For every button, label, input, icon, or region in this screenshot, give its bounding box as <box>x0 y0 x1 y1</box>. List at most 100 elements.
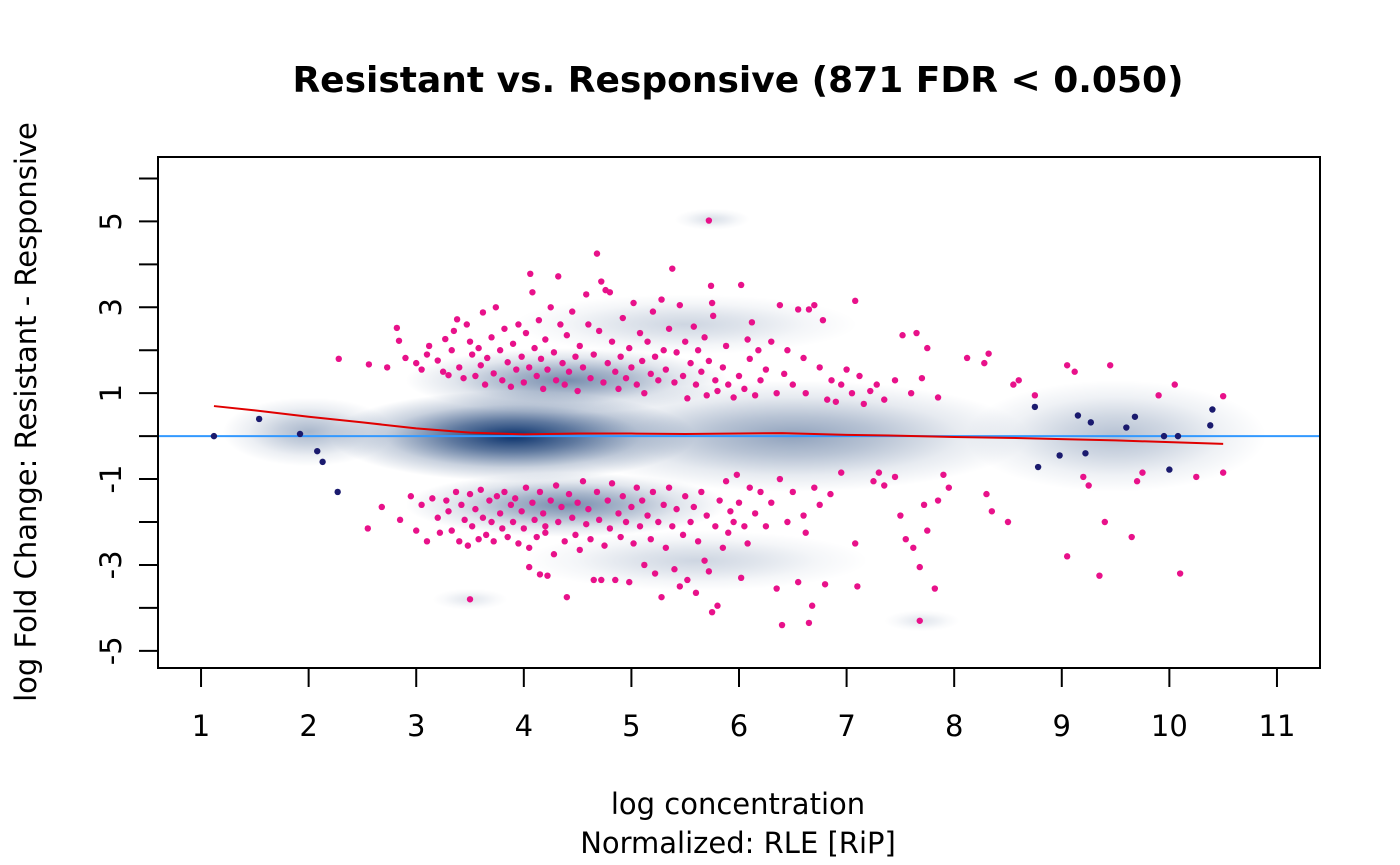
significant-point <box>730 394 737 401</box>
nonsignificant-point <box>314 447 321 455</box>
density-cloud <box>222 208 1267 632</box>
significant-point <box>934 497 942 504</box>
significant-point <box>452 488 460 496</box>
x-axis: 1 2 3 4 5 6 7 8 9 10 11 <box>192 667 1295 743</box>
significant-point <box>445 371 452 379</box>
significant-point <box>479 309 487 316</box>
significant-point <box>641 389 648 397</box>
significant-point <box>735 499 743 506</box>
significant-point <box>819 316 827 324</box>
significant-point <box>425 342 433 350</box>
significant-point <box>744 336 751 343</box>
significant-point <box>673 505 680 513</box>
significant-point <box>679 531 687 539</box>
significant-point <box>525 563 533 571</box>
significant-point <box>940 471 947 478</box>
significant-point <box>529 499 536 506</box>
significant-point <box>565 368 573 375</box>
significant-point <box>515 540 522 547</box>
nonsignificant-point <box>319 458 326 466</box>
significant-point <box>579 364 587 371</box>
significant-point <box>535 316 543 324</box>
significant-point <box>617 353 624 360</box>
significant-point <box>626 344 633 352</box>
significant-point <box>600 379 607 386</box>
significant-point <box>585 505 592 513</box>
significant-point <box>1096 572 1103 579</box>
significant-point <box>665 325 673 332</box>
significant-point <box>690 323 698 330</box>
significant-point <box>1171 381 1178 388</box>
significant-point <box>550 349 558 356</box>
significant-point <box>789 488 796 496</box>
significant-point <box>897 512 904 519</box>
significant-point <box>682 493 689 500</box>
significant-point <box>472 372 479 380</box>
x-tick-label: 8 <box>945 709 963 743</box>
significant-point <box>870 478 877 485</box>
significant-point <box>569 308 576 315</box>
significant-point <box>453 316 461 323</box>
density-region <box>513 294 858 355</box>
significant-point <box>660 347 667 354</box>
significant-point <box>891 377 899 384</box>
significant-point <box>550 551 558 558</box>
significant-point <box>733 471 741 478</box>
significant-point <box>563 332 571 339</box>
significant-point <box>509 518 517 526</box>
significant-point <box>918 374 926 382</box>
significant-point <box>563 593 571 601</box>
significant-point <box>633 381 640 388</box>
significant-point <box>741 523 748 530</box>
significant-point <box>633 484 640 491</box>
significant-point <box>486 497 493 504</box>
significant-point <box>1219 392 1227 400</box>
significant-point <box>595 327 603 335</box>
significant-point <box>931 585 939 592</box>
significant-point <box>638 357 646 365</box>
significant-point <box>539 385 547 393</box>
significant-point <box>1080 473 1087 481</box>
significant-point <box>644 338 651 345</box>
significant-point <box>335 355 342 363</box>
significant-point <box>559 359 566 367</box>
density-region <box>222 397 395 467</box>
significant-point <box>579 478 587 485</box>
significant-point <box>615 385 622 393</box>
significant-point <box>378 503 385 511</box>
significant-point <box>492 304 500 311</box>
significant-point <box>934 394 942 401</box>
significant-point <box>542 523 549 530</box>
significant-point <box>484 354 491 362</box>
significant-point <box>619 314 626 322</box>
significant-point <box>608 338 616 345</box>
significant-point <box>881 396 888 403</box>
significant-point <box>561 381 568 388</box>
significant-point <box>708 299 716 307</box>
significant-point <box>628 364 635 371</box>
significant-point <box>525 544 533 551</box>
significant-point <box>860 400 868 408</box>
significant-point <box>490 538 497 545</box>
significant-point <box>811 484 818 491</box>
nonsignificant-point <box>1207 422 1214 429</box>
significant-point <box>902 535 909 543</box>
significant-point <box>735 372 743 380</box>
significant-point <box>418 501 425 509</box>
significant-point <box>832 398 840 405</box>
significant-point <box>561 538 568 545</box>
significant-point <box>520 379 528 386</box>
significant-point <box>784 518 791 526</box>
significant-point <box>423 351 431 358</box>
significant-point <box>660 501 667 509</box>
significant-point <box>701 334 708 341</box>
significant-point <box>533 533 540 541</box>
significant-point <box>536 488 544 496</box>
significant-point <box>690 503 698 511</box>
significant-point <box>662 366 670 373</box>
significant-point <box>636 329 644 337</box>
significant-point <box>393 324 401 332</box>
significant-point <box>466 596 474 603</box>
significant-point <box>531 516 538 524</box>
significant-point <box>557 321 564 328</box>
